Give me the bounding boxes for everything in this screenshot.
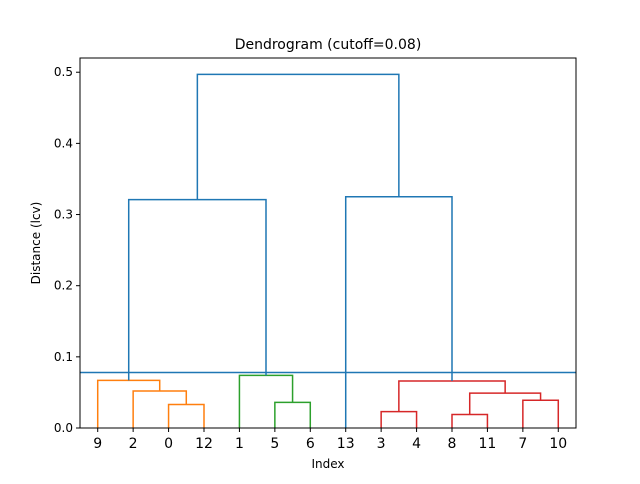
leaf-label: 13 xyxy=(337,436,355,452)
leaf-label: 0 xyxy=(164,436,173,452)
y-tick-label: 0.2 xyxy=(54,279,73,293)
leaf-label: 8 xyxy=(448,436,457,452)
leaf-label: 10 xyxy=(549,436,567,452)
y-tick-label: 0.4 xyxy=(54,136,73,150)
y-tick-label: 0.0 xyxy=(54,421,73,435)
leaf-label: 1 xyxy=(235,436,244,452)
x-axis: 9 2 0 12 1 5 6 13 3 4 8 11 7 10 xyxy=(93,428,567,452)
leaf-label: 9 xyxy=(93,436,102,452)
leaf-label: 11 xyxy=(479,436,497,452)
x-axis-label: Index xyxy=(311,457,344,471)
y-tick-label: 0.1 xyxy=(54,350,73,364)
leaf-label: 2 xyxy=(129,436,138,452)
leaf-label: 4 xyxy=(412,436,421,452)
leaf-label: 7 xyxy=(518,436,527,452)
leaf-label: 6 xyxy=(306,436,315,452)
y-tick-label: 0.3 xyxy=(54,208,73,222)
leaf-label: 3 xyxy=(377,436,386,452)
plot-frame xyxy=(79,57,577,429)
leaf-label: 5 xyxy=(270,436,279,452)
dendrogram-links xyxy=(80,73,576,428)
chart-title: Dendrogram (cutoff=0.08) xyxy=(235,37,422,53)
y-tick-label: 0.5 xyxy=(54,65,73,79)
leaf-label: 12 xyxy=(195,436,213,452)
y-axis-label: Distance (lcv) xyxy=(29,202,43,285)
dendrogram-link xyxy=(196,73,400,200)
y-axis: 0.0 0.1 0.2 0.3 0.4 0.5 xyxy=(54,65,80,435)
